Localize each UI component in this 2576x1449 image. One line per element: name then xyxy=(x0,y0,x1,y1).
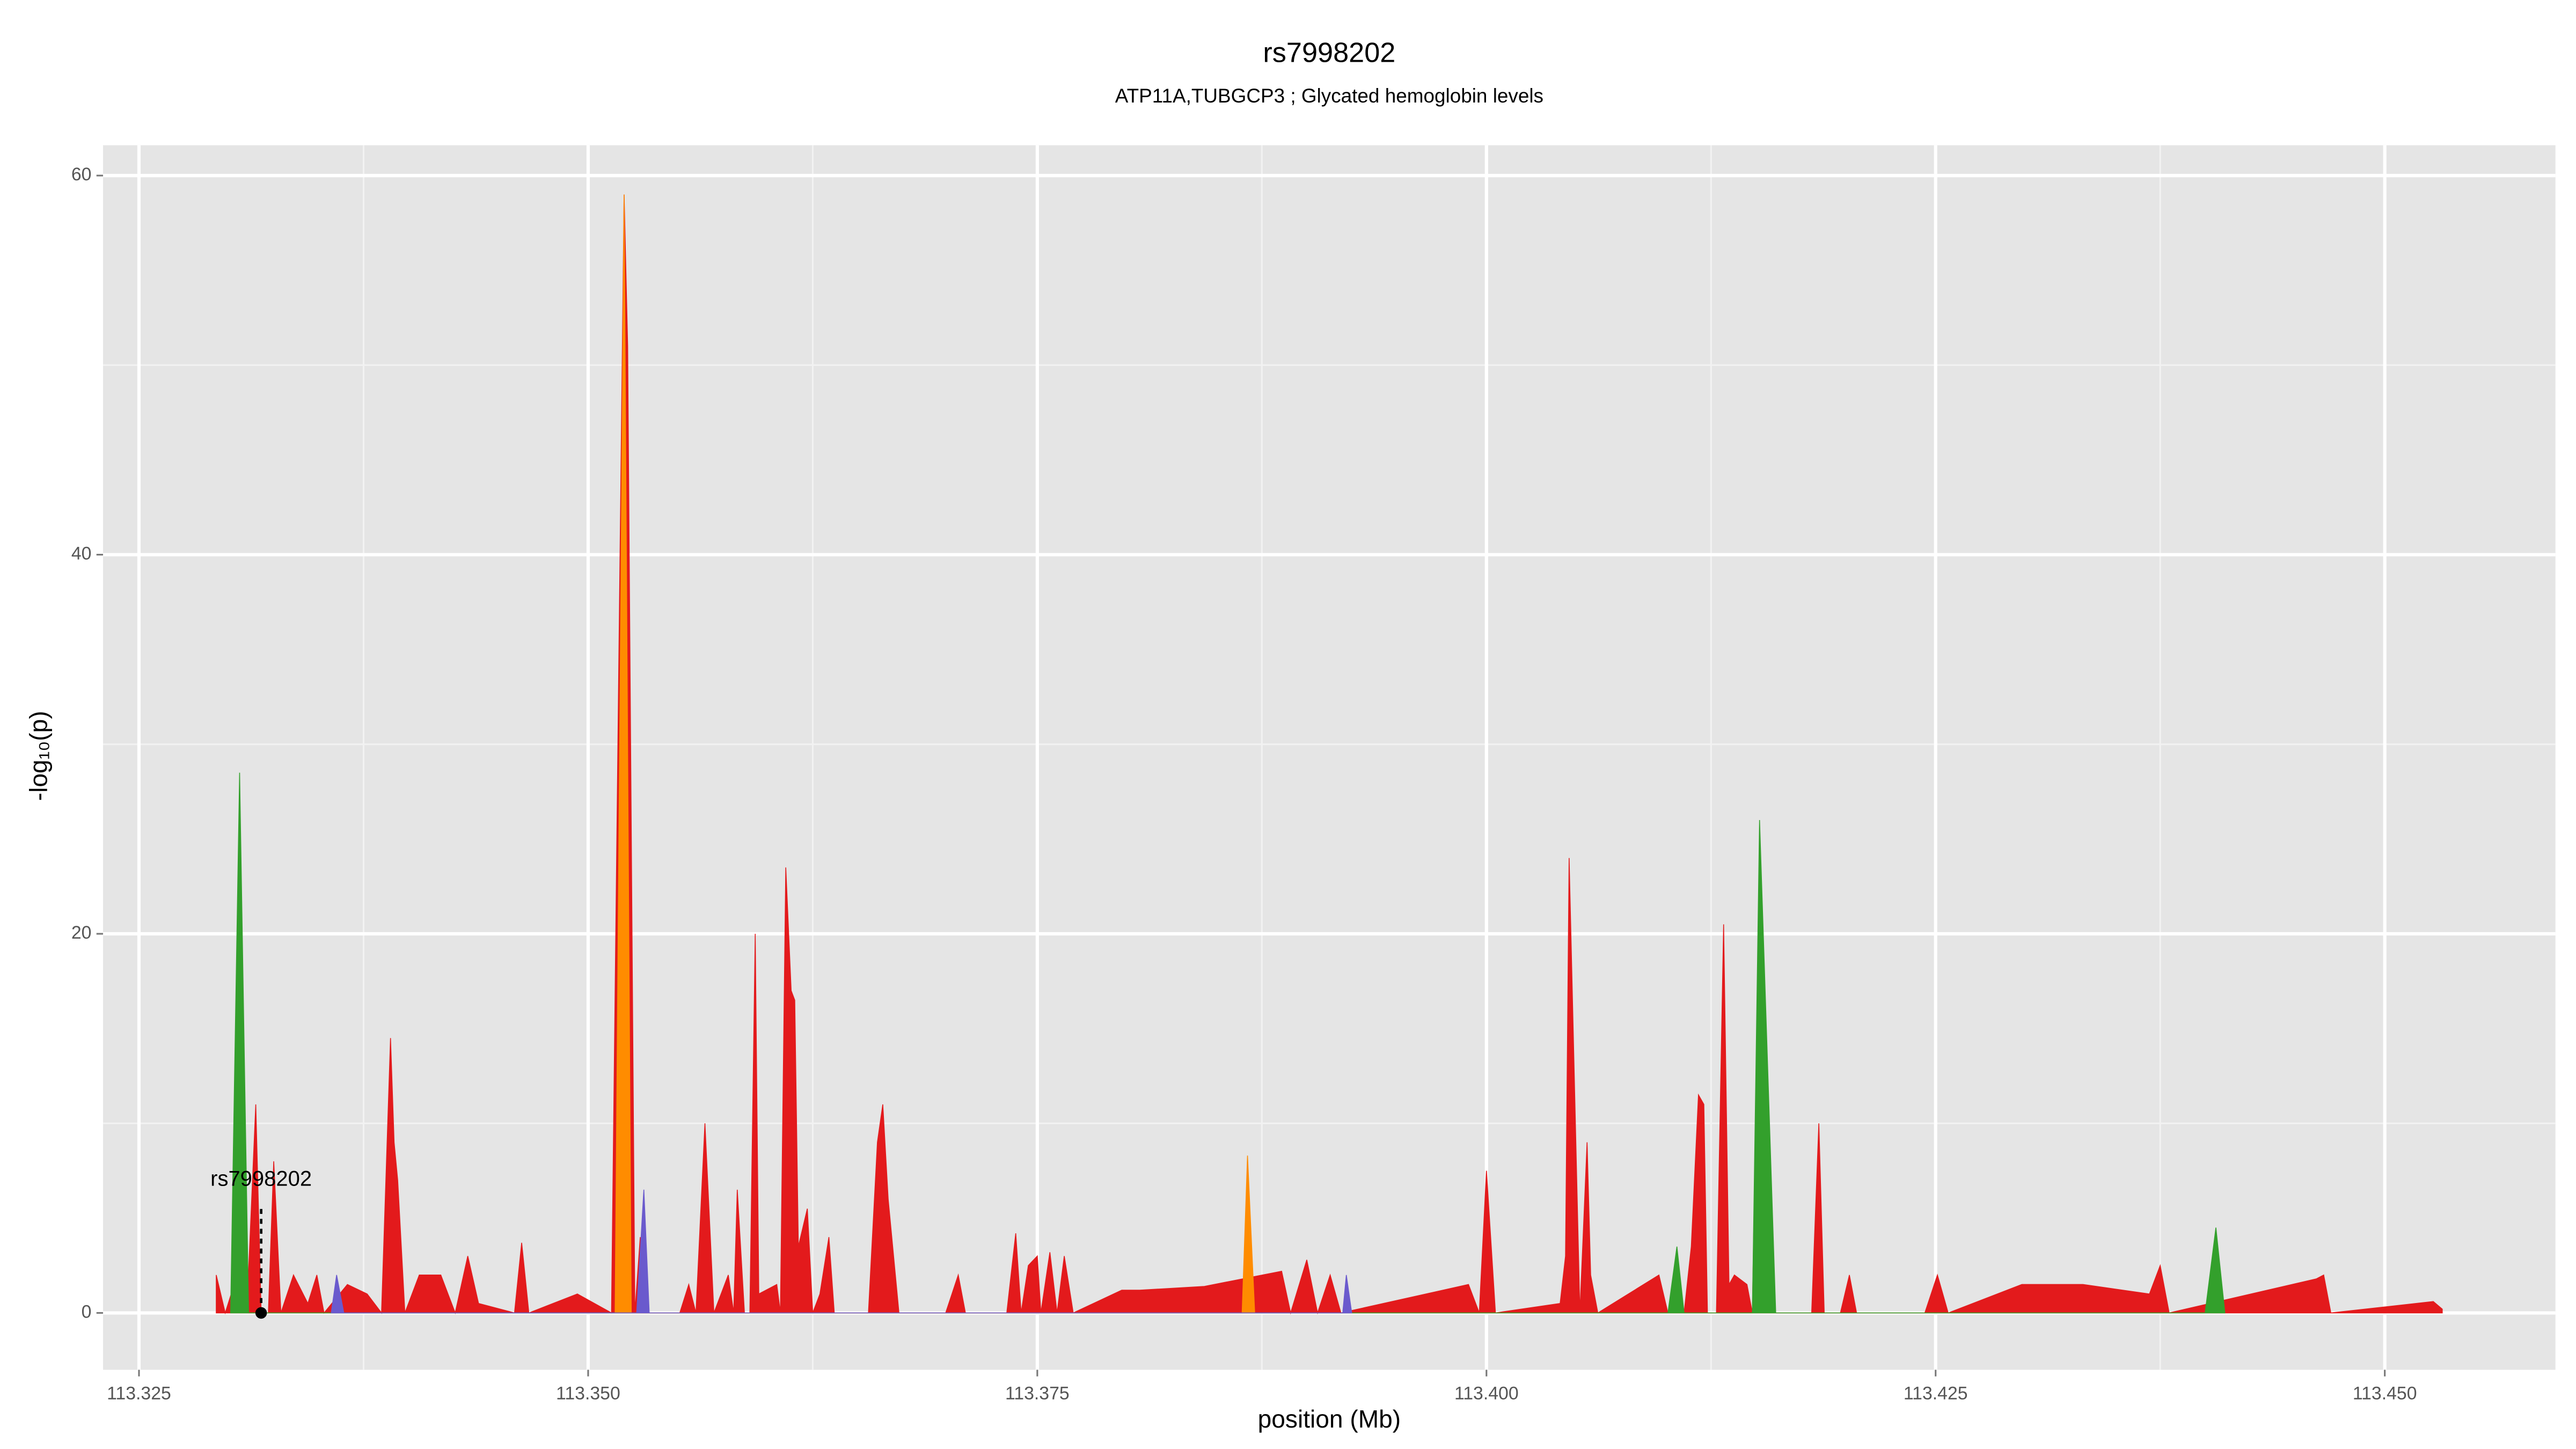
area xyxy=(230,772,2226,1314)
annotation-label: rs7998202 xyxy=(210,1167,312,1191)
x-tick-label: 113.425 xyxy=(1904,1383,1968,1403)
y-tick-label: 20 xyxy=(71,923,92,943)
plot-background xyxy=(103,145,2556,1370)
x-tick-label: 113.450 xyxy=(2353,1383,2417,1403)
chart-title: rs7998202 xyxy=(1263,37,1395,68)
x-tick-label: 113.350 xyxy=(556,1383,620,1403)
area xyxy=(331,1189,1352,1314)
x-tick-label: 113.375 xyxy=(1005,1383,1070,1403)
y-tick-label: 0 xyxy=(82,1301,92,1322)
y-tick-label: 40 xyxy=(71,543,92,564)
chart-subtitle: ATP11A,TUBGCP3 ; Glycated hemoglobin lev… xyxy=(1115,85,1543,107)
y-tick-label: 60 xyxy=(71,164,92,185)
annotation-point xyxy=(255,1307,267,1319)
x-axis-label: position (Mb) xyxy=(1258,1405,1401,1433)
y-axis-label: -log₁₀(p) xyxy=(24,711,52,801)
x-tick-label: 113.325 xyxy=(107,1383,171,1403)
x-tick-label: 113.400 xyxy=(1454,1383,1519,1403)
